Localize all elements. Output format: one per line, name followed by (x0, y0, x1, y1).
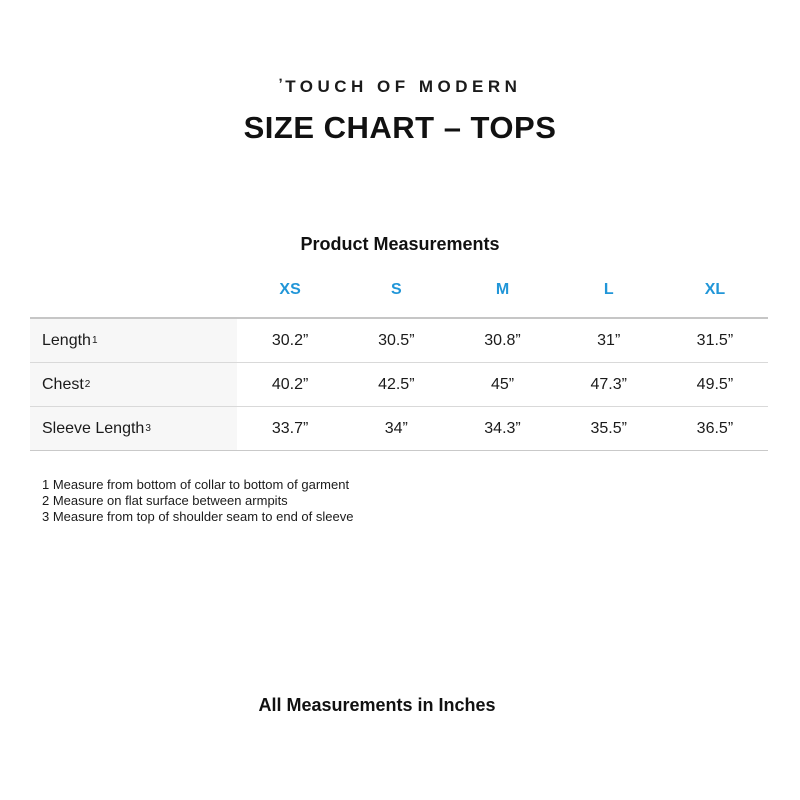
cell-sleeve-length-s: 34” (384, 419, 408, 437)
table-header-row: XS S M L XL (30, 281, 768, 317)
cell-chest-m: 45” (490, 375, 515, 393)
cell-length-l: 31” (597, 331, 621, 349)
footnote-3: 3 Measure from top of shoulder seam to e… (42, 509, 354, 524)
cell-chest-xl: 49.5” (696, 375, 734, 393)
units-note: All Measurements in Inches (258, 695, 496, 715)
brand-logo: ʼTOUCH OF MODERN (0, 76, 800, 97)
cell-sleeve-length-m: 34.3” (484, 419, 521, 437)
row-label-text: Chest (42, 375, 84, 393)
measurements-table: XS S M L XL Length 1 30.2” 30.5” 30.8” 31… (30, 281, 768, 451)
table-row-length: Length 1 30.2” 30.5” 30.8” 31” 31.5” (30, 319, 768, 363)
logo-text: TOUCH OF MODERN (285, 77, 522, 96)
row-label-chest: Chest 2 (30, 363, 237, 406)
footnote-2: 2 Measure on flat surface between armpit… (42, 493, 288, 508)
cell-chest-l: 47.3” (590, 375, 627, 393)
cell-chest-xs: 40.2” (271, 375, 309, 393)
table-body: Length 1 30.2” 30.5” 30.8” 31” 31.5” Ches… (30, 317, 768, 451)
page-title: SIZE CHART – TOPS (243, 110, 557, 145)
cell-chest-s: 42.5” (378, 375, 415, 393)
column-header-s: S (390, 281, 402, 298)
footnotes: 1 Measure from bottom of collar to botto… (42, 477, 353, 525)
column-header-l: L (603, 281, 614, 298)
footnote-1: 1 Measure from bottom of collar to botto… (42, 477, 350, 492)
table-row-sleeve-length: Sleeve Length 3 33.7” 34” 34.3” 35.5” 36.… (30, 407, 768, 451)
row-label-length: Length 1 (30, 319, 237, 362)
table-caption: Product Measurements (300, 234, 500, 254)
cell-length-s: 30.5” (378, 331, 415, 349)
cell-sleeve-length-l: 35.5” (590, 419, 627, 437)
column-header-xs: XS (279, 281, 301, 298)
column-header-xl: XL (704, 281, 726, 298)
cell-length-m: 30.8” (484, 331, 521, 349)
row-label-text: Length (42, 331, 91, 349)
column-header-m: M (495, 281, 510, 298)
cell-sleeve-length-xl: 36.5” (696, 419, 734, 437)
logo-tick-mark: ʼ (278, 76, 288, 93)
cell-length-xl: 31.5” (696, 331, 734, 349)
row-label-text: Sleeve Length (42, 419, 145, 437)
cell-sleeve-length-xs: 33.7” (271, 419, 309, 437)
cell-length-xs: 30.2” (271, 331, 309, 349)
row-label-sleeve-length: Sleeve Length 3 (30, 407, 237, 450)
table-row-chest: Chest 2 40.2” 42.5” 45” 47.3” 49.5” (30, 363, 768, 407)
